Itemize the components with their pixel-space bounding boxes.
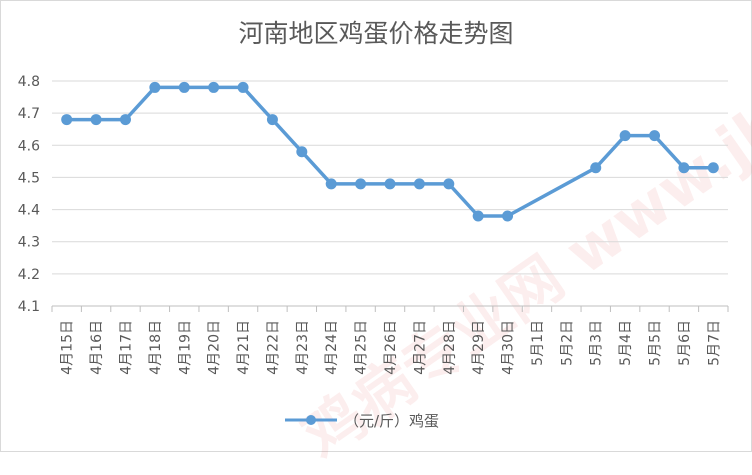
y-tick-label: 4.5 [18, 170, 40, 186]
data-point [266, 114, 278, 126]
data-point [325, 178, 337, 190]
data-point [208, 81, 220, 93]
data-point [502, 210, 514, 222]
x-tick-label: 4月27日 [412, 320, 428, 375]
x-tick-label: 4月26日 [383, 320, 399, 375]
x-axis-ticks: 4月15日 4月16日 4月17日 4月18日 4月19日 4月20日 4月21日 4月22日… [60, 320, 723, 375]
y-tick-label: 4.3 [18, 235, 40, 251]
data-point [178, 81, 190, 93]
data-point [707, 162, 719, 174]
x-tick-label: 4月17日 [118, 320, 134, 375]
data-point [90, 114, 102, 126]
data-point [384, 178, 396, 190]
series-line [66, 85, 714, 218]
x-axis [51, 305, 729, 312]
chart-frame [0, 0, 752, 452]
x-tick-label: 4月25日 [354, 320, 370, 375]
data-point [119, 114, 131, 126]
data-point [619, 130, 631, 142]
series-layer [61, 81, 719, 222]
x-tick-label: 4月21日 [236, 320, 252, 375]
chart-svg: 4.1 4.2 4.3 4.4 4.5 4.6 4.7 4.8 4月15日 4月16日 4月17日… [18, 74, 729, 430]
x-tick-label: 4月23日 [295, 320, 311, 375]
data-point [678, 162, 690, 174]
x-tick-label: 5月5日 [648, 320, 664, 366]
data-point [296, 146, 308, 158]
y-tick-label: 4.6 [18, 138, 40, 154]
legend-label: （元/斤）鸡蛋 [344, 412, 439, 430]
data-point [443, 178, 455, 190]
legend: （元/斤）鸡蛋 [285, 412, 439, 430]
x-tick-label: 4月16日 [89, 320, 105, 375]
gridlines [52, 80, 728, 275]
y-tick-label: 4.2 [18, 267, 40, 283]
x-tick-label: 4月15日 [60, 320, 76, 375]
data-point [61, 114, 73, 126]
x-tick-label: 4月28日 [442, 320, 458, 375]
x-tick-label: 4月29日 [471, 320, 487, 375]
legend-marker [306, 415, 316, 425]
x-tick-label: 5月1日 [530, 320, 546, 366]
data-point [472, 210, 484, 222]
data-point [355, 178, 367, 190]
data-point [149, 81, 161, 93]
chart-title: 河南地区鸡蛋价格走势图 [238, 19, 514, 48]
x-tick-label: 5月6日 [677, 320, 693, 366]
x-tick-label: 5月2日 [559, 320, 575, 366]
y-tick-label: 4.8 [18, 74, 40, 90]
x-tick-label: 4月24日 [324, 320, 340, 375]
y-tick-label: 4.1 [18, 299, 40, 315]
x-tick-label: 4月19日 [177, 320, 193, 375]
data-point [237, 81, 249, 93]
y-axis-ticks: 4.1 4.2 4.3 4.4 4.5 4.6 4.7 4.8 [18, 74, 40, 315]
y-tick-label: 4.7 [18, 106, 40, 122]
x-tick-label: 4月30日 [501, 320, 517, 375]
x-tick-label: 5月3日 [589, 320, 605, 366]
data-point [649, 130, 661, 142]
x-tick-label: 5月4日 [618, 320, 634, 366]
x-tick-label: 5月7日 [706, 320, 722, 366]
x-tick-label: 4月20日 [207, 320, 223, 375]
y-tick-label: 4.4 [18, 203, 40, 219]
x-tick-label: 4月18日 [148, 320, 164, 375]
x-tick-label: 4月22日 [265, 320, 281, 375]
data-point [413, 178, 425, 190]
data-point [590, 162, 602, 174]
